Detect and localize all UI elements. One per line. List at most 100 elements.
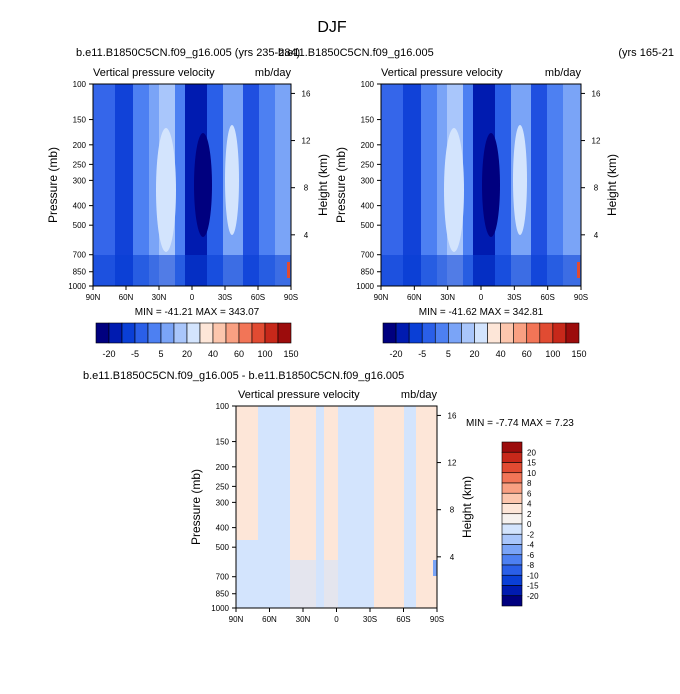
- latitude-tick-label: 30S: [507, 293, 521, 302]
- colorbar-label: 40: [208, 349, 218, 359]
- pressure-tick-label: 100: [73, 80, 87, 89]
- left-plot-field: [92, 83, 292, 287]
- pressure-tick-label: 250: [73, 160, 87, 169]
- pressure-tick-label: 150: [216, 438, 230, 447]
- colorbar-swatch: [501, 441, 523, 453]
- right-header: b.e11.B1850C5CN.f09_g16.005: [278, 47, 434, 59]
- pressure-tick-label: 150: [73, 116, 87, 125]
- colorbar-swatch: [552, 322, 567, 344]
- diff-subtitle: Vertical pressure velocity: [238, 389, 360, 401]
- diff-plot-field: [235, 405, 438, 609]
- right-ylabel-right: Height (km): [605, 154, 619, 216]
- diff-ylabel-right: Height (km): [460, 476, 474, 538]
- colorbar-label: 100: [257, 349, 272, 359]
- colorbar-swatch: [501, 492, 523, 504]
- colorbar-swatch: [501, 564, 523, 576]
- height-tick-label: 4: [450, 553, 455, 562]
- pressure-tick-label: 200: [361, 141, 375, 150]
- colorbar-label: 100: [545, 349, 560, 359]
- latitude-tick-label: 90S: [430, 615, 444, 624]
- colorbar-label: -20: [390, 349, 403, 359]
- colorbar-swatch: [186, 322, 201, 344]
- colorbar-swatch: [108, 322, 123, 344]
- height-tick-label: 4: [304, 231, 309, 240]
- colorbar-swatch: [501, 451, 523, 463]
- height-tick-label: 12: [448, 459, 457, 468]
- latitude-tick-label: 90S: [284, 293, 298, 302]
- colorbar-swatch: [382, 322, 397, 344]
- colorbar-swatch: [487, 322, 501, 344]
- colorbar-label: 5: [158, 349, 163, 359]
- height-tick-label: 8: [450, 506, 455, 515]
- colorbar-swatch: [264, 322, 279, 344]
- pressure-tick-label: 1000: [211, 604, 229, 613]
- colorbar-label: -8: [527, 561, 535, 570]
- diff-header: b.e11.B1850C5CN.f09_g16.005 - b.e11.B185…: [83, 370, 404, 382]
- latitude-tick-label: 60N: [119, 293, 134, 302]
- colorbar-swatch: [225, 322, 240, 344]
- pressure-tick-label: 150: [361, 116, 375, 125]
- colorbar-swatch: [501, 462, 523, 474]
- pressure-tick-label: 100: [216, 402, 230, 411]
- pressure-tick-label: 700: [216, 573, 230, 582]
- colorbar-label: -20: [102, 349, 115, 359]
- colorbar-label: 60: [234, 349, 244, 359]
- colorbar-swatch: [565, 322, 580, 344]
- pressure-tick-label: 300: [73, 176, 87, 185]
- pressure-tick-label: 850: [216, 590, 230, 599]
- colorbar-swatch: [395, 322, 410, 344]
- latitude-tick-label: 30N: [440, 293, 455, 302]
- pressure-tick-label: 500: [361, 221, 375, 230]
- panel-right: b.e11.B1850C5CN.f09_g16.005 (yrs 165-21 …: [278, 47, 674, 359]
- colorbar-swatch: [501, 513, 523, 525]
- pressure-tick-label: 250: [361, 160, 375, 169]
- right-colorbar: -20 -5 5 20 40 60 100 150: [382, 322, 587, 359]
- colorbar-swatch: [212, 322, 227, 344]
- colorbar-label: 150: [283, 349, 298, 359]
- colorbar-label: 5: [446, 349, 451, 359]
- colorbar-label: 4: [527, 500, 532, 509]
- colorbar-label: -15: [527, 582, 539, 591]
- right-plot-field: [380, 83, 582, 287]
- left-stats: MIN = -41.21 MAX = 343.07: [135, 307, 260, 318]
- latitude-tick-label: 60S: [396, 615, 410, 624]
- latitude-tick-label: 90N: [86, 293, 101, 302]
- colorbar-label: 20: [182, 349, 192, 359]
- colorbar-label: 0: [527, 520, 532, 529]
- pressure-tick-label: 850: [73, 268, 87, 277]
- right-units: mb/day: [545, 67, 582, 79]
- pressure-tick-label: 200: [216, 463, 230, 472]
- diff-units: mb/day: [401, 389, 438, 401]
- pressure-tick-label: 700: [361, 251, 375, 260]
- pressure-tick-label: 200: [73, 141, 87, 150]
- diff-stats: MIN = -7.74 MAX = 7.23: [466, 418, 574, 429]
- pressure-tick-label: 250: [216, 482, 230, 491]
- pressure-tick-label: 300: [216, 498, 230, 507]
- colorbar-swatch: [173, 322, 188, 344]
- latitude-tick-label: 30N: [296, 615, 311, 624]
- colorbar-swatch: [539, 322, 554, 344]
- colorbar-label: 20: [469, 349, 479, 359]
- right-ylabel: Pressure (mb): [334, 147, 348, 223]
- left-ylabel: Pressure (mb): [46, 147, 60, 223]
- colorbar-swatch: [147, 322, 162, 344]
- left-header: b.e11.B1850C5CN.f09_g16.005 (yrs 235-284…: [76, 47, 300, 59]
- panel-left: b.e11.B1850C5CN.f09_g16.005 (yrs 235-284…: [46, 47, 330, 359]
- pressure-tick-label: 400: [361, 202, 375, 211]
- colorbar-label: 6: [527, 489, 532, 498]
- latitude-tick-label: 90S: [574, 293, 588, 302]
- colorbar-label: 40: [496, 349, 506, 359]
- colorbar-swatch: [501, 554, 523, 566]
- colorbar-label: -2: [527, 530, 535, 539]
- figure-title: DJF: [317, 19, 347, 36]
- latitude-tick-label: 0: [479, 293, 484, 302]
- latitude-tick-label: 60S: [251, 293, 265, 302]
- right-stats: MIN = -41.62 MAX = 342.81: [419, 307, 544, 318]
- pressure-tick-label: 850: [361, 268, 375, 277]
- colorbar-swatch: [501, 482, 523, 494]
- colorbar-label: 10: [527, 469, 536, 478]
